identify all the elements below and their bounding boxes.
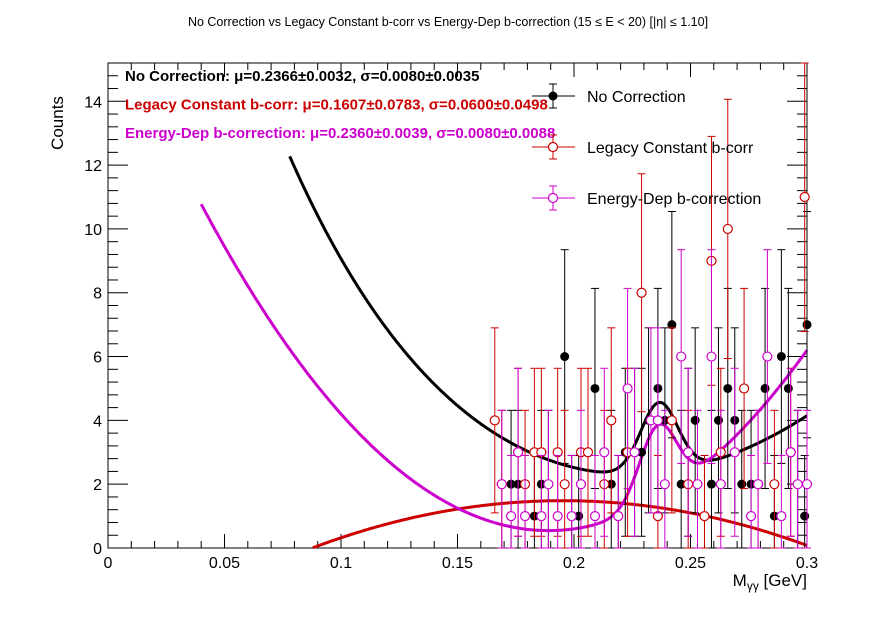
data-point [785, 447, 796, 458]
data-point [783, 383, 793, 393]
data-point [512, 447, 524, 458]
legend-entry-label: Energy-Dep b-correction [587, 191, 761, 208]
data-point [629, 447, 640, 458]
data-point [590, 383, 600, 393]
data-point [760, 383, 770, 393]
data-point [792, 479, 803, 490]
data-point [745, 510, 757, 522]
data-point [519, 510, 531, 522]
data-point [762, 351, 773, 362]
chart-title: No Correction vs Legacy Constant b-corr … [188, 15, 708, 29]
x-tick-label: 0.1 [330, 555, 352, 572]
fit-stats-series-label: Legacy Constant b-corr: [125, 97, 303, 114]
data-point [566, 510, 577, 522]
x-tick-label: 0 [104, 555, 113, 572]
legend-marker [548, 91, 558, 101]
fit-stats-values: μ=0.2366±0.0032, σ=0.0080±0.0035 [234, 68, 479, 85]
fit-stats-series-label: Energy-Dep b-correction: [125, 125, 310, 142]
data-point [776, 352, 786, 362]
data-point [666, 415, 677, 426]
data-point [536, 510, 547, 522]
fit-stats-line: No Correction: μ=0.2366±0.0032, σ=0.0080… [125, 68, 479, 85]
legend: No Correction Legacy Constant b-corr Energ… [532, 83, 761, 211]
data-point [692, 479, 703, 490]
x-tick-label: 0.15 [442, 555, 473, 572]
data-point [652, 415, 663, 426]
data-point [713, 415, 723, 425]
data-point [800, 511, 810, 521]
data-point [559, 479, 570, 490]
fit-stats-series-label: No Correction: [125, 68, 234, 85]
fit-stats-values: μ=0.2360±0.0039, σ=0.0080±0.0088 [310, 125, 555, 142]
data-point [706, 351, 717, 362]
data-point [683, 447, 694, 458]
data-point [729, 447, 740, 458]
legend-entry-label: Legacy Constant b-corr [587, 140, 754, 157]
data-point [769, 479, 780, 490]
fit-curve-2 [199, 203, 809, 533]
x-axis-label: Mγγ [GeV] [733, 571, 807, 593]
fit-stats-values: μ=0.1607±0.0783, σ=0.0600±0.0498 [303, 97, 548, 114]
legend-entry-label: No Correction [587, 89, 686, 106]
data-point [802, 320, 812, 330]
data-point [737, 479, 747, 489]
data-point [715, 479, 726, 490]
data-point [496, 479, 507, 490]
fit-stats-box: No Correction: μ=0.2366±0.0032, σ=0.0080… [125, 68, 555, 142]
data-point [659, 479, 670, 490]
data-point [582, 447, 594, 458]
y-tick-label: 4 [93, 413, 102, 430]
x-axis-label-main: M [733, 571, 747, 590]
data-point [752, 479, 764, 490]
data-point [801, 479, 813, 490]
x-axis-label-subscript: γγ [747, 579, 759, 593]
data-point [505, 510, 517, 522]
data-point [690, 415, 700, 425]
data-points [489, 62, 813, 549]
x-tick-label: 0.05 [209, 555, 240, 572]
data-point [613, 510, 624, 522]
fit-curve-1 [312, 499, 808, 550]
x-tick-label: 0.25 [675, 555, 706, 572]
y-tick-label: 0 [93, 541, 102, 558]
data-point [560, 352, 570, 362]
data-point [489, 415, 500, 426]
x-tick-label: 0.2 [563, 555, 585, 572]
data-point [552, 510, 563, 522]
data-point [723, 383, 733, 393]
data-point [676, 351, 687, 362]
data-point [738, 383, 750, 394]
data-point [599, 447, 610, 458]
data-point [722, 223, 733, 235]
data-point [606, 415, 617, 426]
y-tick-label: 8 [93, 286, 102, 303]
y-tick-label: 10 [84, 222, 102, 239]
legend-marker [547, 141, 559, 153]
y-tick-label: 2 [93, 477, 102, 494]
data-point [667, 320, 677, 330]
data-point [776, 510, 787, 522]
data-point [676, 479, 686, 489]
fit-stats-line: Legacy Constant b-corr: μ=0.1607±0.0783,… [125, 97, 548, 114]
data-point [543, 479, 554, 490]
data-point [637, 447, 647, 457]
fit-curves [199, 155, 809, 550]
y-tick-label: 14 [84, 94, 102, 111]
x-axis-label-unit: [GeV] [759, 571, 807, 590]
y-axis-label: Counts [48, 96, 67, 150]
legend-marker [547, 192, 559, 204]
x-tick-label: 0.3 [796, 555, 818, 572]
data-point [706, 479, 716, 489]
data-point [699, 510, 710, 522]
data-point [799, 191, 810, 203]
y-tick-label: 6 [93, 350, 102, 367]
data-point [589, 510, 601, 522]
axes: 0 0.05 0.1 0.15 0.2 0.25 0.3 0 2 4 6 8 10 12 14 [84, 63, 818, 572]
data-point [622, 383, 633, 394]
data-point [636, 287, 647, 298]
fit-stats-line: Energy-Dep b-correction: μ=0.2360±0.0039… [125, 125, 555, 142]
y-tick-label: 12 [84, 158, 102, 175]
data-point [575, 479, 587, 490]
